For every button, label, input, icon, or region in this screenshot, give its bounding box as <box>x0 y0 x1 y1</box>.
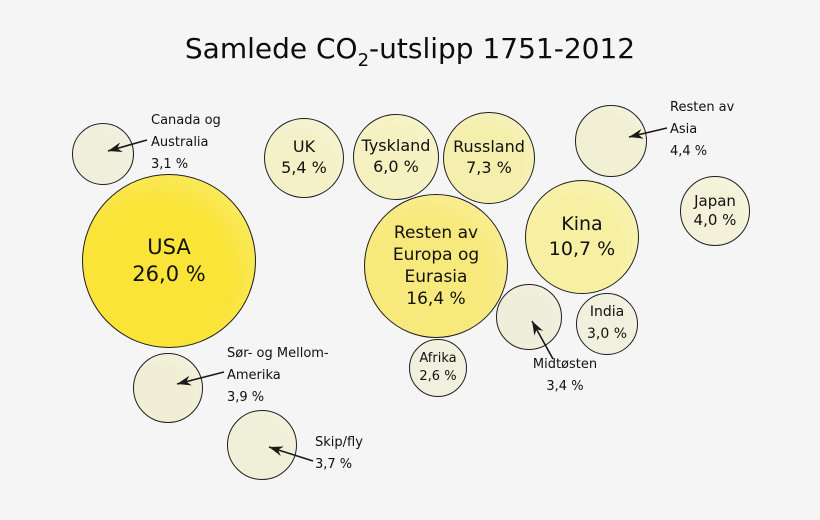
bubble-europa-label: Resten av Europa og Eurasia <box>392 222 480 287</box>
bubble-afrika: Afrika 2,6 % <box>409 339 467 397</box>
bubble-usa: USA 26,0 % <box>82 174 256 348</box>
co2-subscript: 2 <box>357 50 370 71</box>
bubble-resten-av-asia <box>575 105 647 177</box>
chart-title: Samlede CO2-utslipp 1751-2012 <box>184 32 636 71</box>
bubble-india-label: India <box>589 304 625 321</box>
label-sor-og-mellom-amerika: Sør- og Mellom- Amerika 3,9 % <box>227 346 329 405</box>
label-resten-av-asia: Resten av Asia 4,4 % <box>670 100 735 159</box>
bubble-usa-value: 26,0 % <box>132 262 206 286</box>
bubble-tyskland: Tyskland 6,0 % <box>353 114 439 200</box>
bubble-afrika-value: 2,6 % <box>419 369 457 384</box>
bubble-tyskland-label: Tyskland <box>361 136 431 156</box>
bubble-europa-value: 16,4 % <box>406 289 466 310</box>
bubble-india-value: 3,0 % <box>586 326 628 342</box>
bubble-japan: Japan 4,0 % <box>680 176 750 246</box>
bubble-uk: UK 5,4 % <box>264 118 344 198</box>
bubble-india: India 3,0 % <box>576 293 638 355</box>
bubble-afrika-label: Afrika <box>419 350 457 366</box>
bubble-uk-label: UK <box>292 137 316 157</box>
bubble-russland-label: Russland <box>453 137 525 157</box>
bubble-japan-label: Japan <box>694 191 736 210</box>
bubble-skip-fly <box>227 410 297 480</box>
bubble-usa-label: USA <box>147 234 191 259</box>
bubble-russland-value: 7,3 % <box>466 158 512 177</box>
bubble-tyskland-value: 6,0 % <box>373 157 419 176</box>
bubble-kina-label: Kina <box>561 213 603 236</box>
bubble-russland: Russland 7,3 % <box>443 112 535 204</box>
bubble-canada-og-australia <box>72 123 134 185</box>
bubble-kina-value: 10,7 % <box>548 238 616 260</box>
bubble-uk-value: 5,4 % <box>281 158 327 177</box>
label-canada-og-australia: Canada og Australia 3,1 % <box>151 113 221 172</box>
label-skip-fly: Skip/fly 3,7 % <box>315 435 363 472</box>
bubble-kina: Kina 10,7 % <box>525 180 639 294</box>
bubble-japan-value: 4,0 % <box>693 211 737 229</box>
bubble-resten-av-europa-og-eurasia: Resten av Europa og Eurasia 16,4 % <box>364 194 508 338</box>
bubble-midtosten <box>496 284 562 350</box>
label-midtosten: Midtøsten 3,4 % <box>532 357 598 394</box>
bubble-sor-og-mellom-amerika <box>133 353 203 423</box>
